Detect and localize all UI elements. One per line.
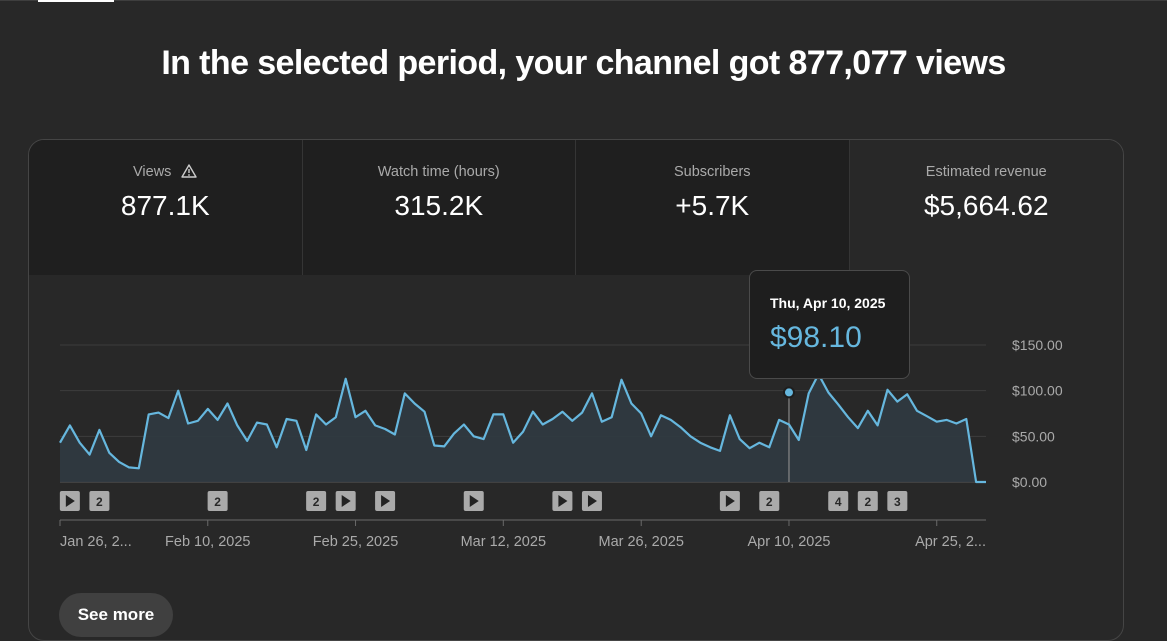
warning-triangle-icon[interactable] [181,164,198,178]
y-tick-label: $100.00 [1012,383,1063,399]
top-divider [0,0,1167,1]
x-tick-label: Mar 12, 2025 [461,534,546,550]
y-tick-label: $0.00 [1012,474,1047,490]
x-tick-label: Feb 25, 2025 [313,534,398,550]
x-tick-label: Jan 26, 2... [60,534,132,550]
page-headline: In the selected period, your channel got… [161,44,1006,82]
play-icon [65,495,75,507]
count-marker-text: 4 [835,495,842,509]
play-icon [341,495,351,507]
metric-value-watch-time: 315.2K [394,190,484,221]
metric-label-views: Views [133,164,172,180]
metric-value-views: 877.1K [120,190,210,221]
tooltip-date: Thu, Apr 10, 2025 [770,295,886,311]
x-tick-label: Mar 26, 2025 [598,534,683,550]
play-icon [558,495,568,507]
x-tick-label: Apr 25, 2... [915,534,986,550]
y-tick-label: $150.00 [1012,337,1063,353]
metric-label-watch-time: Watch time (hours) [377,164,500,180]
metric-tab-estimated-revenue[interactable]: Estimated revenue $5,664.62 [849,140,1123,275]
metric-tab-watch-time[interactable]: Watch time (hours) 315.2K [302,140,576,275]
count-marker [207,491,228,511]
count-marker-text: 2 [864,495,871,509]
count-marker [887,491,908,511]
chart-tooltip: Thu, Apr 10, 2025 $98.10 [749,270,910,379]
play-icon [381,495,391,507]
series-line [59,373,986,484]
count-marker [89,491,110,511]
count-marker-text: 2 [766,495,773,509]
play-icon [469,495,479,507]
highlight-point [782,386,795,399]
see-more-button[interactable]: See more [59,593,173,637]
x-tick-label: Feb 10, 2025 [165,534,250,550]
play-icon [725,495,735,507]
count-marker-text: 2 [313,495,320,509]
metric-label-estimated-revenue: Estimated revenue [925,164,1047,180]
count-marker [306,491,327,511]
play-icon [587,495,597,507]
count-marker-text: 2 [96,495,103,509]
count-marker-text: 2 [214,495,221,509]
series-area [60,374,986,482]
count-marker [759,491,780,511]
x-tick-label: Apr 10, 2025 [747,534,830,550]
tooltip-value: $98.10 [770,321,862,354]
metric-value-subscribers: +5.7K [675,190,750,221]
metric-tabs: Views 877.1K Watch time (hours) 315.2K S… [29,140,1123,275]
active-tab-indicator [38,0,114,2]
metric-label-subscribers: Subscribers [673,164,751,180]
count-marker-text: 3 [894,495,901,509]
revenue-chart[interactable]: $0.00 $50.00 $100.00 $150.00 2 2 2 2 4 2 3 Jan 26, … [0,0,1167,623]
metric-value-estimated-revenue: $5,664.62 [923,190,1049,221]
y-tick-label: $50.00 [1012,428,1055,444]
metric-tab-subscribers[interactable]: Subscribers +5.7K [576,140,850,275]
metric-tab-views[interactable]: Views 877.1K [29,140,303,275]
count-marker [857,491,878,511]
count-marker [828,491,849,511]
metrics-card: Views 877.1K Watch time (hours) 315.2K S… [28,139,1124,641]
